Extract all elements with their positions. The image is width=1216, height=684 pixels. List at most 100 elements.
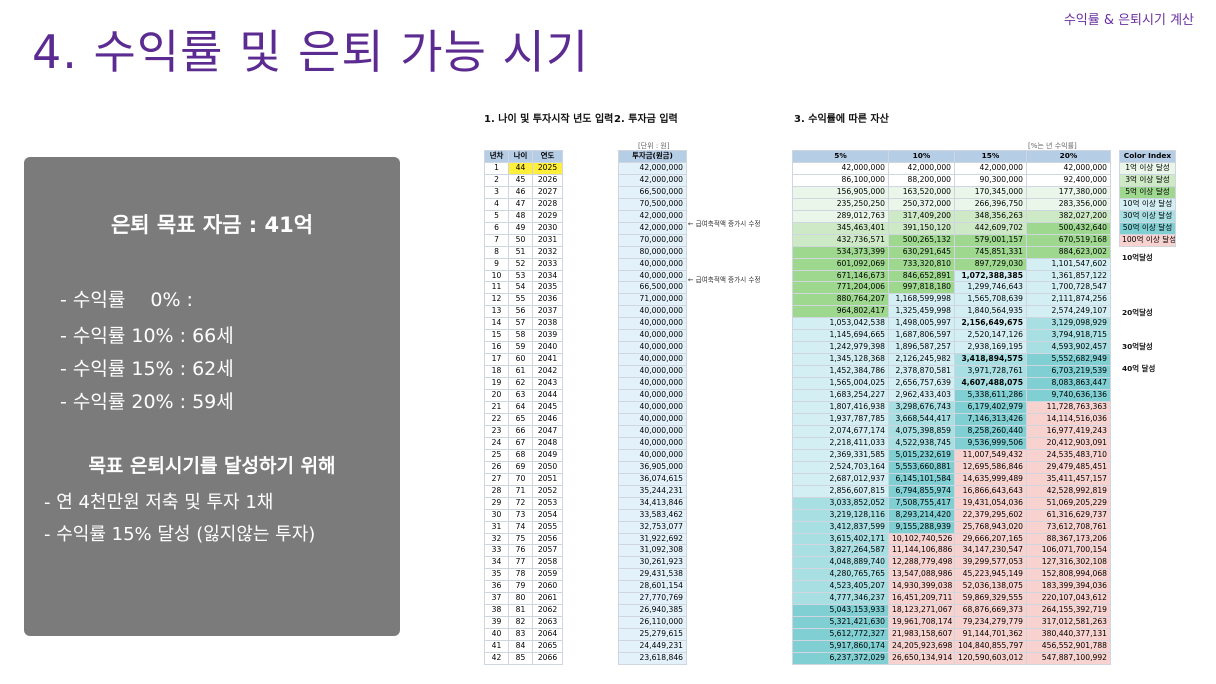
- corner-label: 수익률 & 은퇴시기 계산: [1063, 13, 1194, 28]
- asset-cell-rate-5: 3,033,852,052: [792, 496, 889, 510]
- investment-cell: 26,940,385: [618, 604, 687, 618]
- table-row: 5,612,772,327 21,983,158,607 91,144,701,36…: [792, 628, 1111, 642]
- age-cell: 44: [508, 161, 533, 175]
- asset-cell-rate-15: 4,607,488,075: [954, 377, 1027, 391]
- asset-cell-rate-15: 3,971,728,761: [954, 365, 1027, 379]
- year-cell: 2053: [532, 496, 563, 510]
- asset-cell-rate-15: 34,147,230,547: [954, 544, 1027, 558]
- header-rate-20: 20%: [1026, 150, 1111, 163]
- year-index-cell: 38: [484, 604, 509, 618]
- investment-cell: 36,074,615: [618, 472, 687, 486]
- asset-cell-rate-5: 3,412,837,599: [792, 520, 889, 534]
- investment-cell: 42,000,000: [618, 221, 687, 235]
- color-index-item: 50억 이상 달성: [1119, 221, 1176, 235]
- asset-cell-rate-20: 35,411,457,157: [1026, 472, 1111, 486]
- investment-cell: 30,261,923: [618, 556, 687, 570]
- asset-cell-rate-5: 534,373,399: [792, 245, 889, 259]
- asset-cell-rate-10: 8,293,214,420: [888, 508, 955, 522]
- table-row: 38 81 2062: [484, 604, 563, 618]
- asset-cell-rate-20: 2,111,874,256: [1026, 293, 1111, 307]
- table-row: 25 68 2049: [484, 448, 563, 462]
- year-cell: 2039: [532, 329, 563, 343]
- asset-cell-rate-10: 13,547,088,986: [888, 568, 955, 582]
- asset-cell-rate-5: 1,345,128,368: [792, 353, 889, 367]
- asset-cell-rate-10: 12,288,779,498: [888, 556, 955, 570]
- table-row: 35,244,231: [618, 484, 687, 498]
- table-row: 601,092,069 733,320,810 897,729,030 1,101,5…: [792, 257, 1111, 271]
- year-cell: 2051: [532, 472, 563, 486]
- table-row: 24 67 2048: [484, 436, 563, 450]
- year-cell: 2034: [532, 269, 563, 283]
- table-row: 3,412,837,599 9,155,288,939 25,768,943,020…: [792, 520, 1111, 534]
- asset-cell-rate-10: 317,409,200: [888, 209, 955, 223]
- year-index-cell: 6: [484, 221, 509, 235]
- asset-cell-rate-10: 9,155,288,939: [888, 520, 955, 534]
- asset-cell-rate-15: 68,876,669,373: [954, 604, 1027, 618]
- asset-cell-rate-5: 289,012,763: [792, 209, 889, 223]
- asset-cell-rate-10: 1,687,806,597: [888, 329, 955, 343]
- asset-cell-rate-15: 42,000,000: [954, 161, 1027, 175]
- asset-cell-rate-10: 19,961,708,174: [888, 616, 955, 630]
- asset-cell-rate-15: 25,768,943,020: [954, 520, 1027, 534]
- asset-cell-rate-10: 1,896,587,257: [888, 341, 955, 355]
- year-cell: 2066: [532, 652, 563, 665]
- table-row: 40,000,000: [618, 365, 687, 379]
- color-index-item: 10억 이상 달성: [1119, 197, 1176, 211]
- asset-cell-rate-15: 897,729,030: [954, 257, 1027, 271]
- table-row: 17 60 2041: [484, 353, 563, 367]
- asset-cell-rate-20: 264,155,392,719: [1026, 604, 1111, 618]
- asset-cell-rate-15: 579,001,157: [954, 233, 1027, 247]
- asset-cell-rate-10: 14,930,399,038: [888, 580, 955, 594]
- strategy-item-return: - 수익률 15% 달성 (잃지않는 투자): [44, 524, 316, 545]
- table-row: 4,048,889,740 12,288,779,498 39,299,577,05…: [792, 556, 1111, 570]
- age-cell: 64: [508, 401, 533, 414]
- age-cell: 54: [508, 281, 533, 295]
- table-row: 1,452,384,786 2,378,870,581 3,971,728,761 6…: [792, 365, 1111, 379]
- asset-cell-rate-5: 3,219,128,116: [792, 508, 889, 522]
- asset-cell-rate-15: 348,356,263: [954, 209, 1027, 223]
- year-index-cell: 11: [484, 281, 509, 295]
- age-cell: 60: [508, 353, 533, 367]
- table-row: 6,237,372,029 26,650,134,914 120,590,603,0…: [792, 652, 1111, 665]
- investment-cell: 34,413,846: [618, 496, 687, 510]
- age-cell: 46: [508, 185, 533, 199]
- table-row: 40,000,000: [618, 353, 687, 367]
- table-row: 771,204,006 997,818,180 1,299,746,643 1,700…: [792, 281, 1111, 295]
- asset-cell-rate-15: 16,866,643,643: [954, 484, 1027, 498]
- asset-cell-rate-5: 2,074,677,174: [792, 424, 889, 438]
- year-cell: 2062: [532, 604, 563, 618]
- investment-cell: 40,000,000: [618, 269, 687, 283]
- asset-cell-rate-10: 6,794,855,974: [888, 484, 955, 498]
- asset-cell-rate-5: 4,280,765,765: [792, 568, 889, 582]
- investment-cell: 40,000,000: [618, 305, 687, 319]
- asset-cell-rate-15: 90,300,000: [954, 173, 1027, 187]
- asset-cell-rate-15: 2,156,649,675: [954, 317, 1027, 331]
- asset-cell-rate-5: 3,615,402,171: [792, 532, 889, 546]
- year-index-cell: 36: [484, 580, 509, 594]
- asset-cell-rate-10: 163,520,000: [888, 185, 955, 199]
- asset-cell-rate-20: 1,700,728,547: [1026, 281, 1111, 295]
- asset-cell-rate-10: 500,265,132: [888, 233, 955, 247]
- year-index-cell: 14: [484, 317, 509, 331]
- investment-cell: 40,000,000: [618, 365, 687, 379]
- table-row: 880,764,207 1,168,599,998 1,565,708,639 2,1…: [792, 293, 1111, 307]
- age-cell: 66: [508, 424, 533, 438]
- table-row: 1,565,004,025 2,656,757,639 4,607,488,075 8…: [792, 377, 1111, 391]
- asset-cell-rate-5: 2,524,703,164: [792, 460, 889, 474]
- table-row: 29 72 2053: [484, 496, 563, 510]
- age-cell: 77: [508, 556, 533, 570]
- age-cell: 72: [508, 496, 533, 510]
- year-index-cell: 39: [484, 616, 509, 630]
- asset-cell-rate-10: 997,818,180: [888, 281, 955, 295]
- asset-cell-rate-10: 10,102,740,526: [888, 532, 955, 546]
- year-age-table: 년차 나이 연도 1 44 2025 2 45 2026 3 46 2027 4 47 2028 5 48…: [484, 150, 563, 665]
- table-row: 66,500,000: [618, 185, 687, 199]
- age-cell: 52: [508, 257, 533, 271]
- year-cell: 2049: [532, 448, 563, 462]
- investment-cell: 29,431,538: [618, 568, 687, 582]
- table-row: 80,000,000: [618, 245, 687, 259]
- year-index-cell: 27: [484, 472, 509, 486]
- asset-cell-rate-10: 2,126,245,982: [888, 353, 955, 367]
- color-index-row: 10억 이상 달성: [1119, 197, 1176, 211]
- year-cell: 2040: [532, 341, 563, 355]
